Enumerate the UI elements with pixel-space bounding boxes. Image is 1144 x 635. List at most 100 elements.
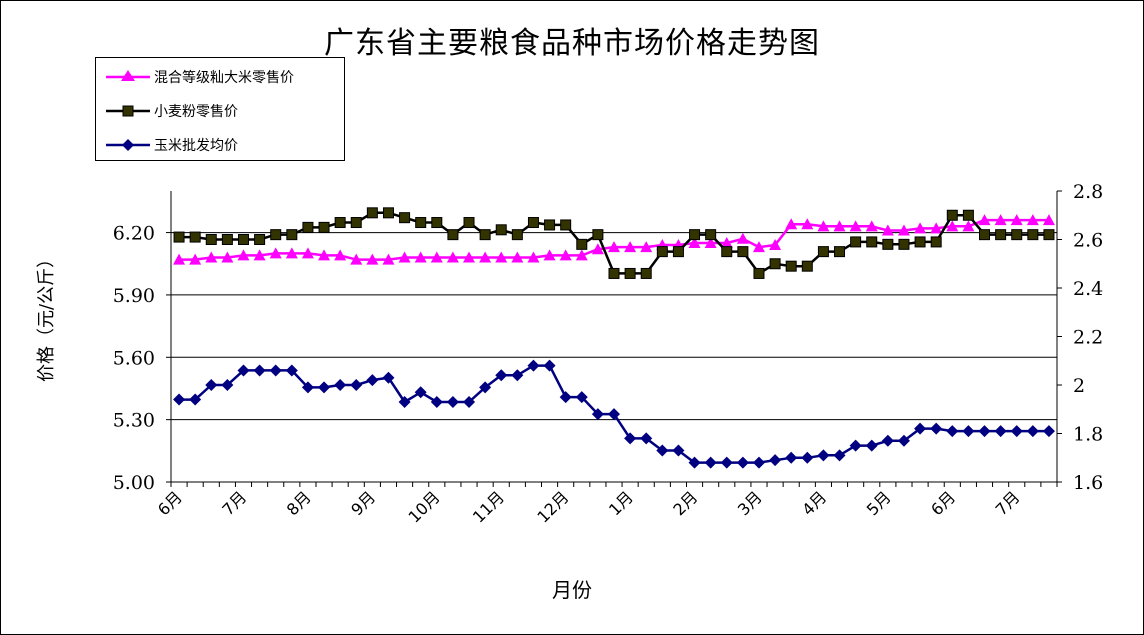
data-point-square bbox=[608, 267, 620, 279]
legend-item-corn: 玉米批发均价 bbox=[96, 132, 344, 158]
data-point-diamond bbox=[253, 364, 266, 377]
data-point-triangle bbox=[269, 247, 282, 259]
data-point-triangle bbox=[752, 241, 765, 253]
data-point-diamond bbox=[575, 391, 588, 404]
data-point-triangle bbox=[366, 253, 379, 265]
x-tick-label: 4月 bbox=[798, 487, 830, 519]
x-axis-label: 月份 bbox=[552, 578, 592, 602]
data-point-square bbox=[1043, 229, 1055, 241]
legend-label-rice: 混合等级籼大米零售价 bbox=[154, 70, 294, 86]
x-tick-label: 7月 bbox=[992, 487, 1024, 519]
data-point-diamond bbox=[930, 422, 943, 435]
data-point-diamond bbox=[608, 408, 620, 421]
data-point-triangle bbox=[624, 241, 637, 253]
data-point-triangle bbox=[785, 218, 798, 230]
x-tick-label: 7月 bbox=[218, 487, 250, 519]
data-point-square bbox=[544, 219, 556, 231]
data-point-square bbox=[560, 219, 572, 231]
data-point-square bbox=[527, 217, 539, 229]
data-point-square bbox=[189, 231, 201, 243]
data-point-square bbox=[866, 236, 878, 248]
data-point-square bbox=[930, 236, 942, 248]
y2-tick-label: 2.2 bbox=[1073, 327, 1103, 349]
x-tick-label: 12月 bbox=[533, 487, 572, 526]
x-tick-label: 3月 bbox=[734, 487, 766, 519]
x-tick-label: 8月 bbox=[283, 487, 315, 519]
data-point-square bbox=[415, 217, 427, 229]
y-axis-label: 价格（元/公斤） bbox=[36, 249, 57, 382]
data-point-square bbox=[672, 246, 684, 258]
data-point-square bbox=[270, 229, 282, 241]
y2-tick-label: 2.4 bbox=[1073, 278, 1103, 300]
data-point-diamond bbox=[285, 364, 298, 377]
data-point-square bbox=[431, 217, 443, 229]
data-point-diamond bbox=[414, 386, 427, 399]
data-point-diamond bbox=[914, 422, 927, 435]
legend-marker-triangle-icon bbox=[106, 70, 150, 81]
data-point-square bbox=[511, 229, 523, 241]
data-point-triangle bbox=[994, 214, 1007, 226]
data-point-triangle bbox=[769, 239, 782, 251]
y2-tick-label: 2.8 bbox=[1073, 181, 1103, 203]
x-tick-label: 6月 bbox=[927, 487, 959, 519]
data-point-square bbox=[705, 229, 717, 241]
x-tick-label: 9月 bbox=[347, 487, 379, 519]
data-point-diamond bbox=[672, 444, 685, 457]
data-point-triangle bbox=[559, 249, 572, 261]
data-point-square bbox=[366, 207, 378, 219]
data-point-triangle bbox=[350, 253, 363, 265]
data-point-square bbox=[946, 209, 958, 221]
data-point-triangle bbox=[253, 249, 266, 261]
y2-tick-label: 2.6 bbox=[1073, 230, 1103, 252]
data-point-triangle bbox=[608, 241, 620, 253]
data-point-triangle bbox=[720, 236, 733, 248]
data-point-square bbox=[318, 221, 330, 233]
data-point-diamond bbox=[511, 369, 524, 382]
data-point-square bbox=[834, 246, 846, 258]
data-point-triangle bbox=[189, 253, 202, 265]
data-point-triangle bbox=[173, 253, 186, 265]
data-point-triangle bbox=[978, 214, 991, 226]
data-point-triangle bbox=[495, 251, 508, 263]
legend-label-flour: 小麦粉零售价 bbox=[154, 104, 238, 120]
data-point-diamond bbox=[543, 359, 556, 372]
data-point-triangle bbox=[914, 222, 927, 234]
x-tick-label: 2月 bbox=[669, 487, 701, 519]
y-tick-label: 5.90 bbox=[113, 285, 155, 307]
x-tick-label: 11月 bbox=[469, 487, 508, 526]
data-point-square bbox=[753, 267, 765, 279]
data-point-triangle bbox=[430, 251, 443, 263]
data-point-triangle bbox=[946, 220, 959, 232]
legend-marker-square-icon bbox=[106, 105, 150, 117]
data-point-diamond bbox=[446, 395, 459, 408]
y2-tick-label: 1.8 bbox=[1073, 424, 1103, 446]
data-point-diamond bbox=[946, 425, 959, 438]
data-point-triangle bbox=[849, 220, 862, 232]
legend: 混合等级籼大米零售价 小麦粉零售价 玉米批发均价 bbox=[95, 57, 345, 161]
data-point-square bbox=[173, 231, 185, 243]
data-point-square bbox=[576, 238, 588, 250]
data-point-triangle bbox=[237, 249, 250, 261]
data-point-square bbox=[882, 238, 894, 250]
data-point-diamond bbox=[785, 451, 798, 464]
data-point-square bbox=[817, 246, 829, 258]
data-point-diamond bbox=[237, 364, 250, 377]
y-tick-label: 5.30 bbox=[113, 410, 155, 432]
data-point-square bbox=[302, 221, 314, 233]
data-point-square bbox=[624, 267, 636, 279]
data-point-triangle bbox=[736, 232, 749, 244]
data-point-square bbox=[479, 229, 491, 241]
data-point-square bbox=[237, 234, 249, 245]
data-point-triangle bbox=[479, 251, 492, 263]
data-point-square bbox=[463, 217, 475, 229]
data-point-diamond bbox=[994, 425, 1007, 438]
data-point-square bbox=[656, 246, 668, 258]
data-point-diamond bbox=[591, 408, 604, 421]
data-point-triangle bbox=[446, 251, 459, 263]
data-point-square bbox=[1011, 229, 1023, 241]
data-point-diamond bbox=[656, 444, 669, 457]
data-point-square bbox=[592, 229, 604, 241]
data-point-diamond bbox=[1026, 425, 1039, 438]
data-point-diamond bbox=[752, 456, 765, 469]
